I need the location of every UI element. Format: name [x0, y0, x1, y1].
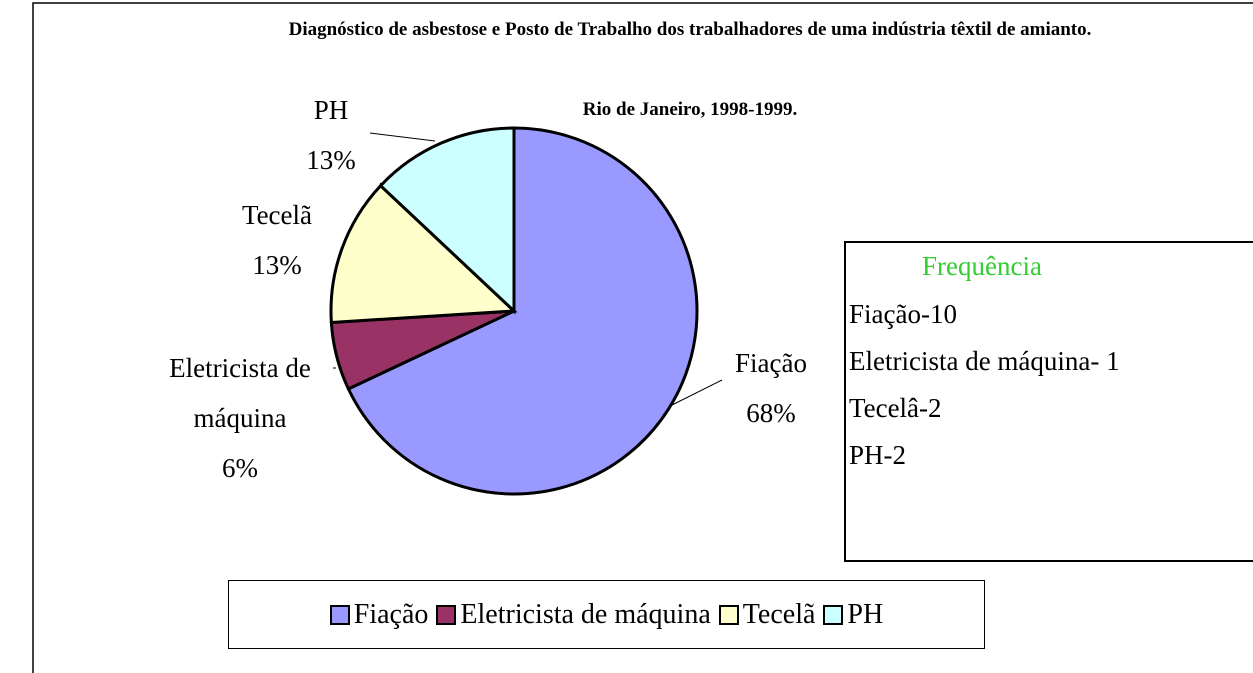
annotation-line: Tecelâ-2 — [849, 393, 942, 423]
annotation-line: PH-2 — [849, 440, 907, 470]
annotation-box: Frequência Fiação-10 Eletricista de máqu… — [844, 241, 1253, 562]
slice-label: Tecelã 13% — [182, 190, 372, 290]
chart-title: Diagnóstico de asbestose e Posto de Trab… — [288, 19, 1092, 40]
leader-line — [369, 132, 436, 142]
legend-item: Tecelã — [718, 598, 816, 631]
slice-label: PH 13% — [236, 85, 426, 185]
leader-line — [671, 379, 723, 406]
legend-label: Tecelã — [742, 598, 816, 630]
slice-value: 13% — [252, 250, 302, 280]
slice-category: Tecelã — [241, 200, 313, 230]
slice-value: 6% — [222, 453, 258, 483]
slice-value: 13% — [306, 145, 356, 175]
annotation-line: Fiação-10 — [849, 299, 957, 329]
legend-item: Fiação — [329, 598, 429, 631]
legend-swatch — [718, 604, 739, 625]
chart-frame — [32, 2, 1253, 673]
annotation-title: Frequência — [922, 251, 1042, 281]
legend-label: PH — [847, 598, 884, 630]
slice-label: Fiação 68% — [676, 338, 866, 438]
pie-slice — [346, 126, 699, 496]
slice-category: Fiação — [735, 348, 807, 378]
pie-slice — [329, 183, 518, 325]
slice-category: PH — [313, 95, 349, 125]
annotation-line: Eletricista de máquina- 1 — [849, 346, 1120, 376]
slice-category: Eletricista de máquina — [169, 353, 311, 433]
legend-swatch — [436, 604, 457, 625]
chart-subtitle: Rio de Janeiro, 1998-1999. — [582, 99, 798, 120]
legend-swatch — [329, 604, 350, 625]
slice-value: 68% — [746, 398, 796, 428]
slice-label: Eletricista de máquina 6% — [145, 343, 335, 493]
pie-slice — [378, 126, 516, 315]
legend: Fiação Eletricista de máquina Tecelã PH — [228, 580, 985, 649]
legend-swatch — [823, 604, 844, 625]
legend-label: Eletricista de máquina — [460, 598, 711, 630]
legend-item: Eletricista de máquina — [436, 598, 711, 631]
legend-item: PH — [823, 599, 883, 631]
legend-label: Fiação — [353, 598, 429, 630]
